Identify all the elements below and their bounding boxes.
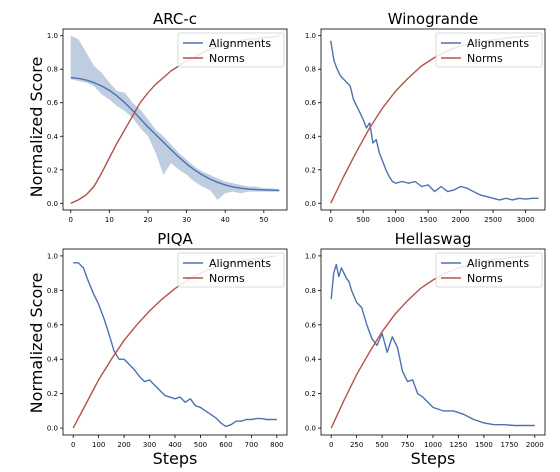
x-tick-label: 50 (259, 216, 268, 224)
x-tick-label: 1500 (475, 441, 493, 449)
y-tick-label: 0.6 (47, 321, 59, 329)
x-tick-label: 0 (68, 216, 72, 224)
x-tick-label: 2000 (526, 441, 544, 449)
legend-box (435, 32, 543, 68)
legend-label: Norms (467, 52, 503, 65)
y-tick-label: 0.4 (47, 356, 59, 364)
x-tick-label: 400 (168, 441, 181, 449)
xlabel-right: Steps (411, 449, 456, 468)
legend-label: Norms (209, 272, 245, 285)
y-tick-label: 0.4 (47, 133, 59, 141)
chart-panel-3: Hellaswag 0 250 500 750 1000 1250 1500 1750 2000 0… (305, 230, 546, 449)
y-tick-label: 0.2 (305, 166, 316, 174)
legend-box (177, 32, 285, 68)
x-tick-label: 1000 (387, 216, 405, 224)
x-tick-label: 600 (219, 441, 232, 449)
chart-title: Winogrande (388, 10, 479, 28)
y-tick-label: 0.8 (47, 287, 58, 295)
alignments-line (330, 40, 539, 201)
y-tick-label: 0.2 (305, 390, 316, 398)
x-tick-label: 800 (270, 441, 283, 449)
ylabel-bottom: Normalized Score (27, 273, 46, 414)
y-tick-label: 0.8 (305, 287, 316, 295)
alignments-line (73, 262, 277, 428)
x-tick-label: 250 (350, 441, 363, 449)
chart-title: Hellaswag (395, 230, 472, 248)
chart-title: ARC-c (153, 10, 197, 28)
legend-label: Alignments (467, 37, 529, 50)
y-tick-label: 0.4 (305, 133, 317, 141)
x-tick-label: 0 (329, 216, 333, 224)
x-tick-label: 500 (357, 216, 370, 224)
legend-label: Norms (209, 52, 245, 65)
legend-label: Norms (467, 272, 503, 285)
y-tick-label: 0.6 (47, 99, 59, 107)
legend: Alignments Norms (435, 32, 543, 68)
x-tick-label: 0 (329, 441, 333, 449)
x-tick-label: 40 (221, 216, 230, 224)
chart-panel-0: ARC-c 0 10 20 30 40 50 0.0 0.2 0.4 0.6 0.8 1.0 Alignm… (47, 10, 288, 224)
legend-box (435, 252, 543, 288)
y-tick-label: 0.2 (47, 166, 58, 174)
y-tick-label: 0.0 (305, 200, 316, 208)
axes-frame (320, 28, 546, 211)
y-tick-label: 0.8 (47, 66, 58, 74)
alignments-line (70, 76, 280, 192)
x-tick-label: 300 (143, 441, 156, 449)
axes-frame (62, 28, 288, 211)
y-tick-label: 0.8 (305, 66, 316, 74)
x-tick-label: 2500 (484, 216, 502, 224)
legend: Alignments Norms (177, 252, 285, 288)
x-tick-label: 500 (375, 441, 388, 449)
y-tick-label: 1.0 (305, 32, 316, 40)
y-tick-label: 0.0 (47, 200, 58, 208)
y-tick-label: 1.0 (47, 32, 58, 40)
x-tick-label: 100 (92, 441, 105, 449)
xlabel-left: Steps (153, 449, 198, 468)
legend: Alignments Norms (435, 252, 543, 288)
x-tick-label: 30 (182, 216, 191, 224)
y-tick-label: 0.6 (305, 99, 317, 107)
y-tick-label: 0.4 (305, 356, 317, 364)
x-tick-label: 1500 (419, 216, 437, 224)
x-tick-label: 500 (194, 441, 207, 449)
ylabel-top: Normalized Score (27, 57, 46, 198)
chart-panel-1: Winogrande 0 500 1000 1500 2000 2500 3000 0.0 0.2… (305, 10, 546, 224)
x-tick-label: 700 (245, 441, 258, 449)
legend-label: Alignments (209, 257, 271, 270)
chart-panel-2: PIQA 0 100 200 300 400 500 600 700 800 0.0 0.2 0.4 0.… (47, 230, 288, 449)
x-tick-label: 1750 (500, 441, 518, 449)
legend-label: Alignments (467, 257, 529, 270)
y-tick-label: 0.0 (305, 425, 316, 433)
legend: Alignments Norms (177, 32, 285, 68)
x-tick-label: 750 (401, 441, 414, 449)
legend-label: Alignments (209, 37, 271, 50)
x-tick-label: 10 (105, 216, 114, 224)
y-tick-label: 0.2 (47, 390, 58, 398)
x-tick-label: 1250 (450, 441, 468, 449)
chart-title: PIQA (157, 230, 193, 248)
x-tick-label: 200 (117, 441, 130, 449)
y-tick-label: 0.6 (305, 321, 317, 329)
alignments-line (330, 263, 535, 427)
x-tick-label: 1000 (424, 441, 442, 449)
x-tick-label: 2000 (452, 216, 470, 224)
x-tick-label: 3000 (517, 216, 535, 224)
x-tick-label: 20 (144, 216, 153, 224)
y-tick-label: 1.0 (305, 252, 316, 260)
x-tick-label: 0 (71, 441, 75, 449)
y-tick-label: 1.0 (47, 252, 58, 260)
y-tick-label: 0.0 (47, 425, 58, 433)
legend-box (177, 252, 285, 288)
